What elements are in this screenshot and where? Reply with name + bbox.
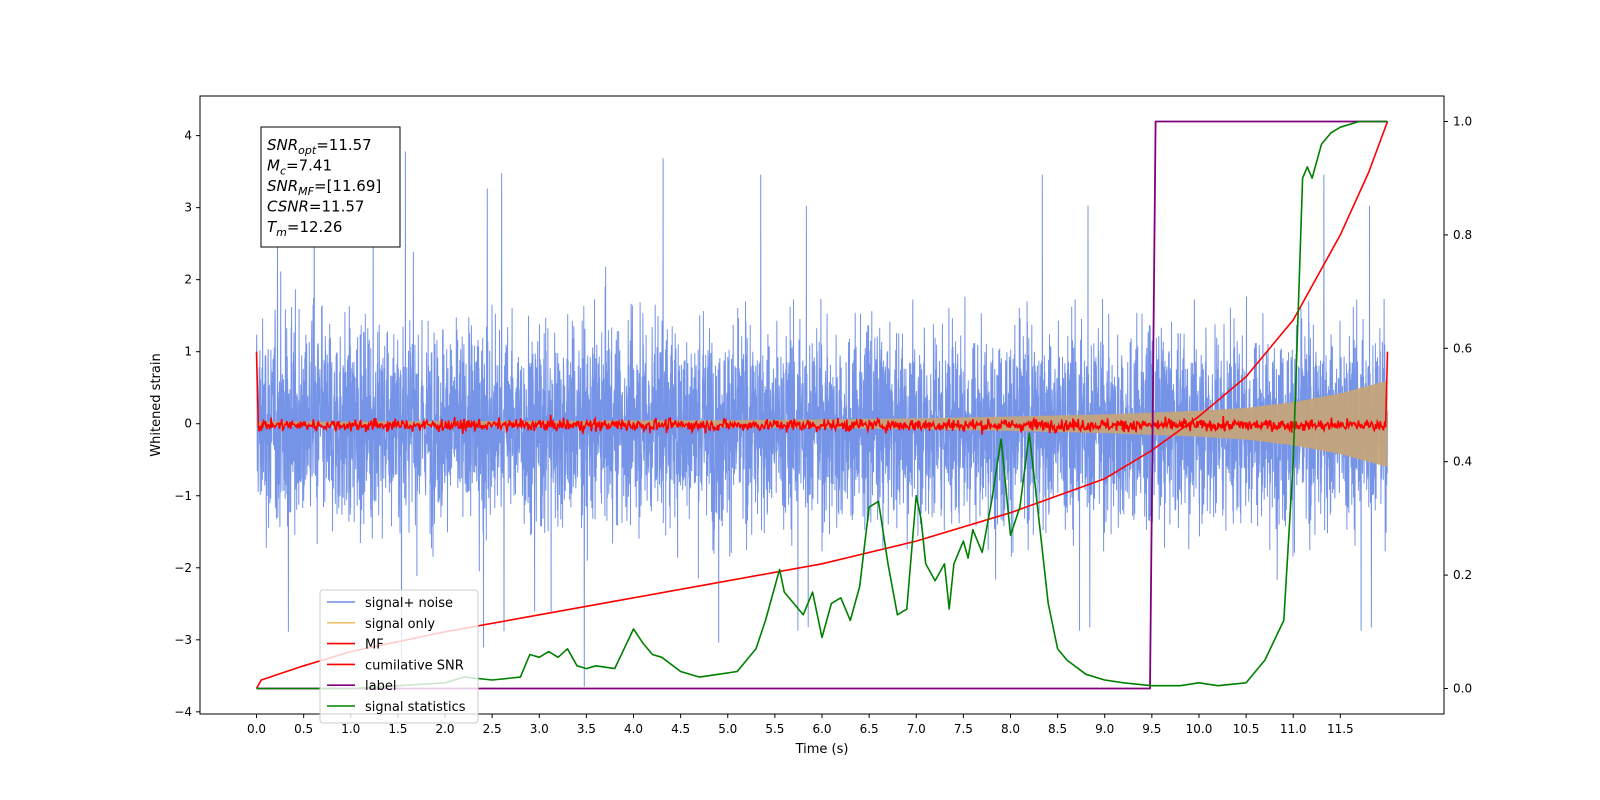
y-tick-label: 0: [184, 417, 192, 431]
x-tick-label: 7.5: [954, 722, 973, 736]
x-tick-label: 7.0: [907, 722, 926, 736]
stats-value: =7.41: [286, 157, 332, 175]
legend: signal+ noise signal only MF cumilative SNR…: [319, 589, 479, 724]
stats-value: =[11.69]: [314, 177, 381, 195]
x-tick-label: 0.5: [294, 722, 313, 736]
x-tick-label: 10.0: [1186, 722, 1213, 736]
stats-symbol: T: [267, 218, 278, 236]
x-tick-label: 3.5: [577, 722, 596, 736]
x-tick-label: 4.0: [624, 722, 643, 736]
x-tick-label: 8.0: [1001, 722, 1020, 736]
stats-line: CSNR=11.57: [267, 198, 364, 216]
y2-tick-label: 0.0: [1453, 681, 1472, 695]
stats-line: Tm=12.26: [267, 218, 342, 239]
x-tick-label: 9.5: [1142, 722, 1161, 736]
x-axis: 0.0 0.5 1.0 1.5 2.0 2.5 3.0 3.5 4.0 4.5 5.0 5.5 6.0 6…: [247, 714, 1354, 736]
x-tick-label: 2.5: [483, 722, 502, 736]
y-tick-label: −2: [174, 561, 192, 575]
stats-symbol: M: [267, 157, 280, 175]
stats-value: =11.57: [316, 136, 372, 154]
series-label: [256, 120, 1388, 690]
y-tick-label: 3: [184, 201, 192, 215]
x-tick-label: 9.0: [1095, 722, 1114, 736]
y-axis-right: 1.0 0.8 0.6 0.4 0.2 0.0: [1444, 115, 1472, 695]
x-tick-label: 2.0: [435, 722, 454, 736]
y-tick-label: 2: [184, 273, 192, 287]
stats-value: =12.26: [287, 218, 343, 236]
y2-tick-label: 0.4: [1453, 455, 1472, 469]
x-tick-label: 5.5: [765, 722, 784, 736]
series-signal-only-band: [256, 380, 1388, 467]
x-tick-label: 0.0: [247, 722, 266, 736]
y-tick-label: −1: [174, 489, 192, 503]
x-tick-label: 6.0: [812, 722, 831, 736]
stats-symbol: CSNR: [267, 198, 309, 216]
x-tick-label: 11.5: [1327, 722, 1354, 736]
y-tick-label: −4: [174, 705, 192, 719]
x-tick-label: 3.0: [530, 722, 549, 736]
y-axis-left: 4 3 2 1 0 −1 −2 −3 −4: [174, 129, 200, 719]
stats-subscript: opt: [298, 144, 317, 157]
series-signal-statistics: [256, 120, 1388, 690]
y2-tick-label: 0.8: [1453, 228, 1472, 242]
y-tick-label: 4: [184, 129, 192, 143]
legend-label: MF: [365, 638, 384, 653]
stats-line: SNRopt=11.57: [267, 136, 372, 157]
x-tick-label: 8.5: [1048, 722, 1067, 736]
x-tick-label: 5.0: [718, 722, 737, 736]
legend-label: signal only: [365, 617, 435, 632]
y-tick-label: −3: [174, 633, 192, 647]
legend-label: signal+ noise: [365, 596, 453, 611]
x-tick-label: 4.5: [671, 722, 690, 736]
stats-line: Mc=7.41: [267, 157, 332, 178]
legend-label: cumilative SNR: [365, 658, 464, 673]
legend-label: label: [365, 679, 396, 694]
y-tick-label: 1: [184, 345, 192, 359]
x-tick-label: 6.5: [860, 722, 879, 736]
series-mf: [255, 351, 1389, 435]
legend-frame: [319, 589, 479, 724]
stats-box: SNRopt=11.57Mc=7.41SNRMF=[11.69]CSNR=11.…: [260, 126, 401, 248]
legend-label: signal statistics: [365, 700, 466, 715]
stats-box-frame: [260, 126, 401, 248]
x-tick-label: 1.5: [388, 722, 407, 736]
stats-symbol: SNR: [267, 136, 298, 154]
x-tick-label: 10.5: [1233, 722, 1260, 736]
y-axis-label: Whitened strain: [149, 353, 164, 456]
stats-subscript: m: [276, 226, 287, 239]
y2-tick-label: 0.6: [1453, 341, 1472, 355]
y2-tick-label: 0.2: [1453, 568, 1472, 582]
stats-symbol: SNR: [267, 177, 298, 195]
x-tick-label: 11.0: [1280, 722, 1307, 736]
y2-tick-label: 1.0: [1453, 115, 1472, 129]
x-tick-label: 1.0: [341, 722, 360, 736]
stats-value: =11.57: [309, 198, 365, 216]
stats-line: SNRMF=[11.69]: [267, 177, 381, 198]
stats-subscript: MF: [298, 185, 314, 198]
stats-subscript: c: [280, 165, 286, 178]
x-axis-label: Time (s): [795, 742, 849, 757]
